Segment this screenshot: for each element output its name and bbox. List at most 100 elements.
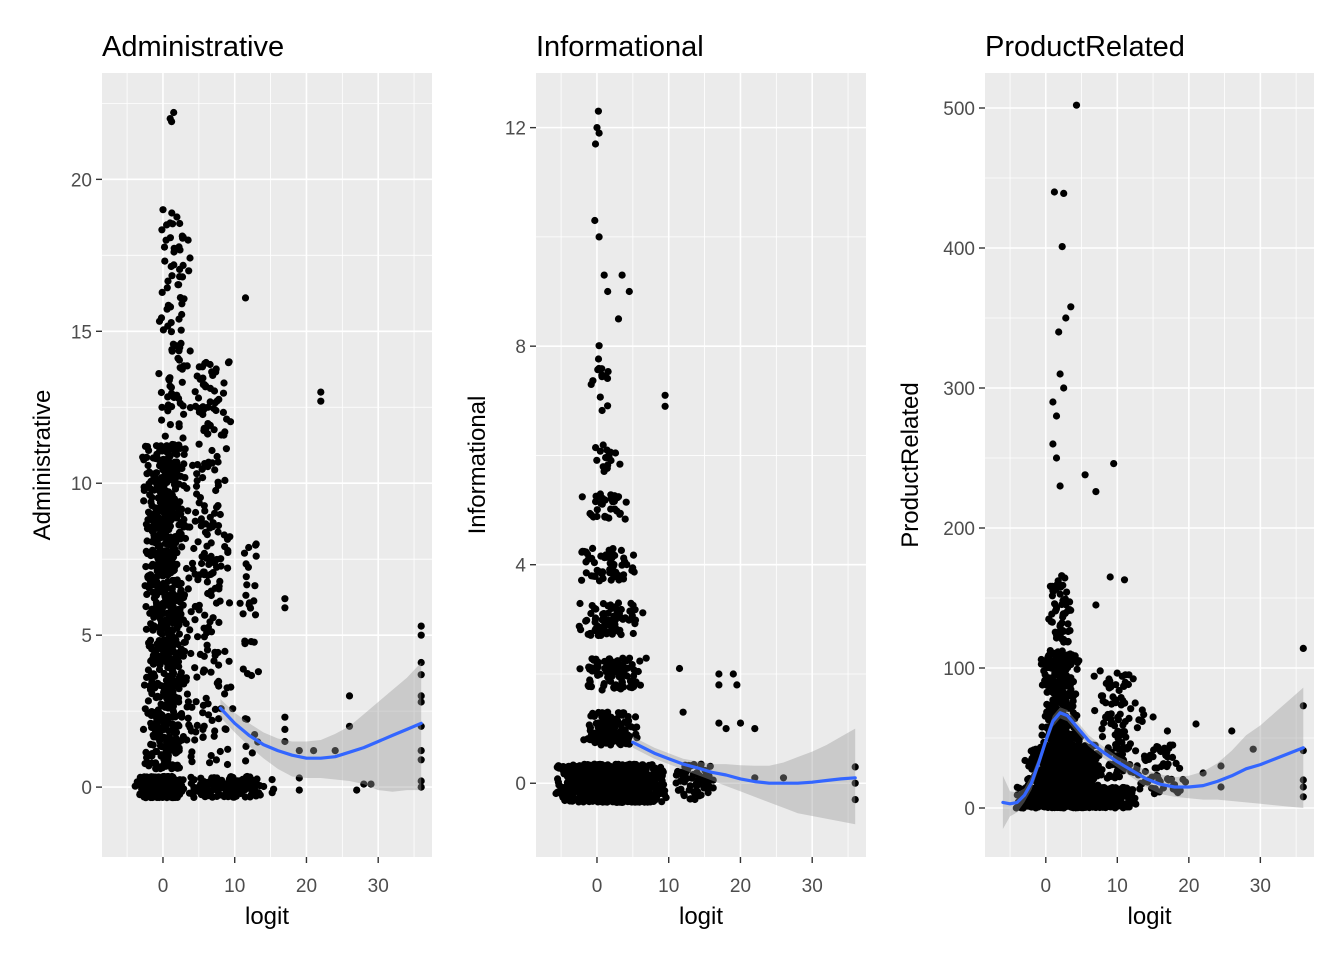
data-point — [591, 730, 600, 738]
data-point — [575, 622, 583, 630]
data-point — [251, 582, 259, 590]
data-point — [593, 506, 601, 514]
data-point — [156, 693, 164, 701]
data-point — [143, 754, 151, 762]
data-point — [215, 585, 223, 593]
data-point — [1015, 784, 1023, 792]
data-point — [1104, 787, 1113, 796]
y-tick-label: 12 — [505, 119, 526, 140]
data-point — [168, 742, 176, 750]
data-point — [216, 597, 224, 605]
data-point — [619, 709, 627, 717]
data-point — [172, 787, 180, 796]
data-point — [162, 236, 170, 244]
data-point — [1046, 776, 1054, 784]
data-point — [216, 510, 224, 519]
data-point — [586, 676, 594, 684]
data-point — [587, 788, 595, 796]
data-point — [578, 576, 586, 584]
data-point — [593, 660, 601, 669]
data-point — [252, 552, 260, 560]
x-tick-label: 30 — [368, 876, 389, 897]
data-point — [192, 508, 200, 517]
data-point — [170, 576, 178, 585]
data-point — [147, 562, 155, 570]
data-point — [598, 406, 606, 415]
data-point — [567, 768, 575, 776]
data-point — [596, 447, 604, 455]
data-point — [173, 213, 181, 221]
data-point — [228, 773, 236, 782]
data-point — [221, 647, 229, 656]
data-point — [595, 233, 603, 241]
data-point — [201, 528, 210, 536]
data-point — [281, 595, 289, 603]
data-point — [215, 618, 223, 627]
data-point — [353, 786, 361, 794]
data-point — [152, 469, 161, 477]
data-point — [345, 692, 354, 700]
data-point — [631, 620, 639, 628]
data-point — [185, 574, 193, 582]
data-point — [199, 733, 207, 741]
data-point — [213, 397, 221, 405]
data-point — [599, 568, 607, 576]
data-point — [202, 424, 210, 433]
data-point — [158, 518, 167, 526]
data-point — [205, 792, 213, 800]
data-point — [217, 777, 225, 785]
data-point — [203, 641, 211, 649]
data-point — [628, 612, 636, 620]
data-point — [679, 708, 687, 716]
data-point — [616, 460, 624, 468]
data-point — [1101, 803, 1109, 811]
y-tick-label: 0 — [515, 774, 526, 795]
data-point — [200, 406, 208, 414]
data-point — [224, 546, 232, 555]
data-point — [177, 534, 185, 542]
data-point — [214, 458, 222, 466]
data-point — [552, 789, 560, 798]
data-point — [175, 315, 183, 323]
data-point — [170, 108, 178, 117]
data-point — [142, 748, 150, 757]
data-point — [601, 664, 609, 673]
data-point — [242, 742, 250, 751]
data-point — [602, 765, 611, 773]
data-point — [170, 472, 178, 480]
data-point — [159, 326, 167, 334]
data-point — [222, 445, 230, 453]
data-point — [177, 645, 185, 653]
data-point — [1053, 788, 1061, 797]
data-point — [751, 774, 759, 782]
data-point — [247, 638, 255, 646]
data-point — [161, 432, 169, 440]
data-point — [685, 786, 693, 794]
data-point — [417, 622, 425, 630]
data-point — [606, 569, 614, 577]
data-point — [173, 624, 181, 632]
data-point — [613, 715, 621, 723]
data-point — [161, 547, 169, 555]
data-point — [164, 639, 172, 647]
data-point — [167, 328, 175, 336]
data-point — [177, 326, 185, 334]
data-point — [582, 617, 590, 625]
data-point — [154, 706, 162, 714]
data-point — [417, 747, 425, 755]
data-point — [133, 778, 141, 786]
data-point — [616, 626, 624, 634]
data-point — [161, 257, 169, 265]
data-point — [175, 356, 183, 364]
data-point — [173, 391, 181, 399]
data-point — [199, 668, 207, 676]
data-point — [639, 761, 647, 769]
data-point — [606, 448, 615, 456]
data-point — [1027, 802, 1035, 810]
data-point — [1097, 791, 1105, 799]
data-point — [144, 573, 152, 581]
y-tick-label: 10 — [71, 474, 92, 495]
data-point — [591, 618, 599, 626]
data-point — [345, 722, 354, 730]
data-point — [204, 711, 213, 719]
